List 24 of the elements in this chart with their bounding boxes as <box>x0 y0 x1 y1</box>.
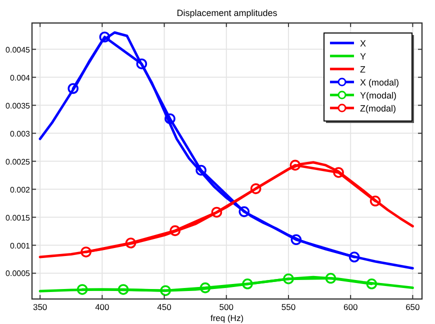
chart-title: Displacement amplitudes <box>176 8 278 18</box>
y-tick-label: 0.002 <box>10 185 31 194</box>
legend-label: Z(modal) <box>360 104 396 114</box>
y-tick-label: 0.0045 <box>6 45 31 54</box>
y-tick-label: 0.004 <box>10 73 31 82</box>
x-tick-label: 400 <box>95 302 110 312</box>
y-tick-label: 0.0005 <box>6 269 31 278</box>
y-tick-label: 0.0035 <box>6 101 31 110</box>
x-tick-label: 650 <box>406 302 420 312</box>
legend-label: Y <box>360 52 366 62</box>
legend-label: X <box>360 38 366 48</box>
x-tick-label: 550 <box>281 302 296 312</box>
x-tick-label: 450 <box>157 302 172 312</box>
y-tick-label: 0.0015 <box>6 213 31 222</box>
legend-label: X (modal) <box>360 78 400 88</box>
y-tick-label: 0.0025 <box>6 157 31 166</box>
y-tick-label: 0.001 <box>10 241 31 250</box>
legend-label: Y(modal) <box>360 90 397 100</box>
x-tick-label: 350 <box>32 302 48 312</box>
x-tick-label: 600 <box>343 302 358 312</box>
y-tick-label: 0.003 <box>10 129 31 138</box>
legend-label: Z <box>360 64 366 74</box>
x-tick-label: 500 <box>219 302 234 312</box>
x-axis-title: freq (Hz) <box>210 313 244 323</box>
